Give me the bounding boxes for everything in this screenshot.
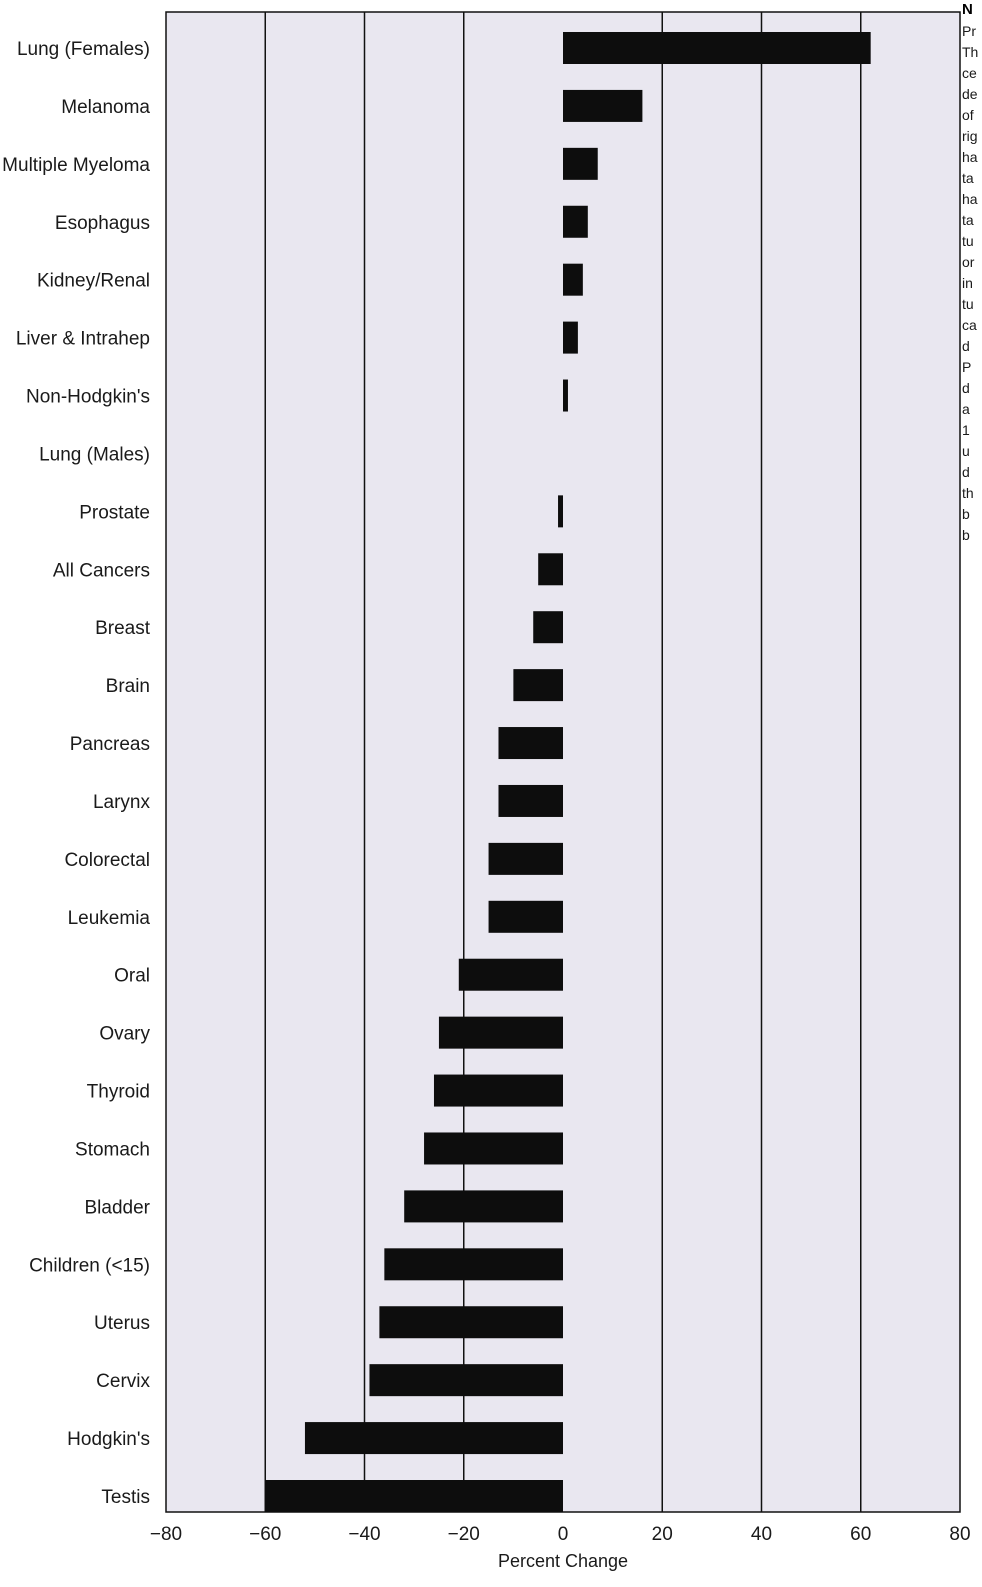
bar xyxy=(424,1132,563,1165)
side-caption-line: b xyxy=(962,506,970,522)
side-caption-text: N PrThcedeofrighatahatatuorintucadPda1ud… xyxy=(962,1,978,543)
x-axis-title: Percent Change xyxy=(498,1551,628,1571)
category-label: Liver & Intrahep xyxy=(16,329,150,350)
side-caption-heading: N xyxy=(962,1,973,18)
category-label: Lung (Females) xyxy=(17,39,150,60)
side-caption-line: ta xyxy=(962,170,974,186)
category-label: Hodgkin's xyxy=(67,1429,150,1450)
category-label: Prostate xyxy=(79,502,150,523)
category-label: Thyroid xyxy=(87,1082,150,1103)
side-caption-line: a xyxy=(962,401,970,417)
bar xyxy=(563,321,578,354)
bar xyxy=(458,958,563,991)
gridlines xyxy=(264,12,862,1512)
bar xyxy=(304,1422,563,1455)
side-caption-line: ca xyxy=(962,317,977,333)
bar xyxy=(513,669,563,702)
side-caption-line: tu xyxy=(962,233,974,249)
side-caption-line: or xyxy=(962,254,975,270)
bar xyxy=(265,1480,563,1512)
category-label: Non-Hodgkin's xyxy=(26,387,150,408)
x-tick-label: 20 xyxy=(652,1524,673,1545)
side-caption-line: in xyxy=(962,275,973,291)
x-tick-label: −60 xyxy=(249,1524,281,1545)
x-tick-label: 40 xyxy=(751,1524,772,1545)
bar xyxy=(379,1306,563,1339)
bar xyxy=(384,1248,563,1281)
category-label: Bladder xyxy=(85,1197,151,1218)
bar xyxy=(488,900,563,933)
bars xyxy=(265,32,871,1512)
x-tick-label: −20 xyxy=(448,1524,480,1545)
side-caption-line: rig xyxy=(962,128,978,144)
x-tick-label: −80 xyxy=(150,1524,182,1545)
side-caption-line: ha xyxy=(962,149,978,165)
category-label: Ovary xyxy=(99,1024,150,1045)
side-caption-line: d xyxy=(962,464,970,480)
category-labels: Lung (Females) Melanoma Multiple Myeloma Es… xyxy=(2,39,151,1508)
category-label: Larynx xyxy=(93,792,151,813)
bar xyxy=(558,495,563,528)
category-label: Lung (Males) xyxy=(39,444,150,465)
side-caption-line: b xyxy=(962,527,970,543)
category-label: Testis xyxy=(101,1487,150,1508)
x-tick-label: −40 xyxy=(348,1524,380,1545)
category-label: Uterus xyxy=(94,1313,150,1334)
side-caption-line: u xyxy=(962,443,970,459)
side-caption-line: d xyxy=(962,380,970,396)
bar xyxy=(433,1074,563,1107)
category-label: Pancreas xyxy=(70,734,150,755)
x-tick-label: 60 xyxy=(850,1524,871,1545)
category-label: Oral xyxy=(114,966,150,987)
category-label: Esophagus xyxy=(55,213,150,234)
bar xyxy=(563,147,598,180)
category-label: Melanoma xyxy=(61,97,150,118)
bar xyxy=(563,263,583,296)
category-label: Multiple Myeloma xyxy=(2,155,150,176)
category-label: Brain xyxy=(106,676,150,697)
bar xyxy=(563,32,871,64)
category-label: Colorectal xyxy=(64,850,150,871)
bar xyxy=(563,379,568,412)
side-caption-line: of xyxy=(962,107,974,123)
side-caption-line: P xyxy=(962,359,971,375)
side-caption-line: Th xyxy=(962,44,978,60)
side-caption-line: ta xyxy=(962,212,974,228)
bar xyxy=(498,784,563,817)
side-caption-line: d xyxy=(962,338,970,354)
side-caption-line: ha xyxy=(962,191,978,207)
x-tick-labels: −80 −60 −40 −20 0 20 40 60 80 xyxy=(150,1524,971,1545)
x-tick-label: 80 xyxy=(949,1524,970,1545)
category-label: Cervix xyxy=(96,1371,150,1392)
bar xyxy=(533,611,563,644)
side-caption-line: th xyxy=(962,485,974,501)
category-label: All Cancers xyxy=(53,560,150,581)
bar xyxy=(369,1364,563,1397)
side-caption-line: tu xyxy=(962,296,974,312)
category-label: Children (<15) xyxy=(29,1255,150,1276)
bar xyxy=(538,553,563,586)
category-label: Breast xyxy=(95,618,151,639)
category-label: Stomach xyxy=(75,1139,150,1160)
bar xyxy=(563,205,588,238)
side-caption-line: 1 xyxy=(962,422,970,438)
category-label: Leukemia xyxy=(68,908,151,929)
x-tick-label: 0 xyxy=(558,1524,569,1545)
bar xyxy=(563,89,643,122)
bar xyxy=(488,842,563,875)
bar xyxy=(438,1016,563,1049)
category-label: Kidney/Renal xyxy=(37,271,150,292)
side-caption-line: ce xyxy=(962,65,977,81)
side-caption-line: de xyxy=(962,86,978,102)
bar xyxy=(404,1190,563,1223)
side-caption-line: Pr xyxy=(962,23,976,39)
bar xyxy=(498,727,563,760)
